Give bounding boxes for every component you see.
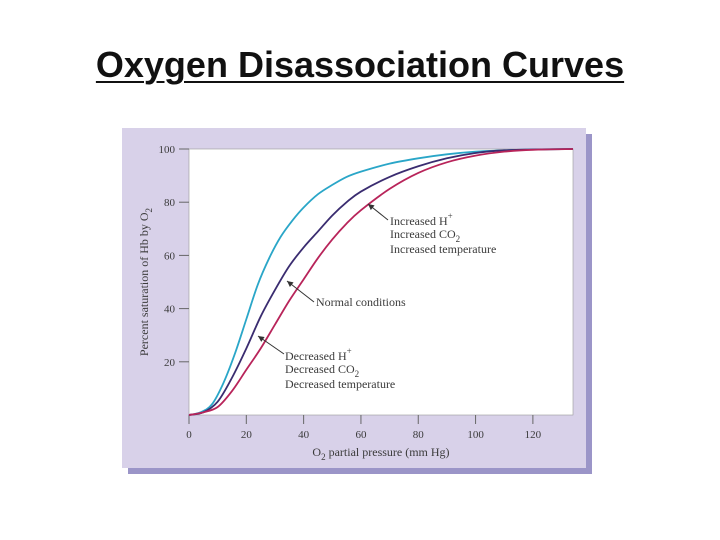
pointer-normal-head (287, 281, 294, 288)
x-tick-label: 0 (186, 429, 192, 441)
annotation-decreased-line1: Decreased H+ (285, 346, 352, 363)
y-tick-label: 60 (164, 250, 176, 262)
plot-area (188, 148, 574, 416)
pointer-increased-head (368, 204, 375, 211)
curve-right (188, 148, 574, 416)
x-axis-label: O2 partial pressure (mm Hg) (312, 445, 449, 462)
annotation-decreased-line2: Decreased CO2 (285, 362, 359, 379)
slide-title: Oxygen Disassociation Curves (95, 44, 625, 85)
pointer-decreased-head (258, 336, 265, 342)
annotation-decreased-line3: Decreased temperature (285, 377, 395, 391)
x-axis-ticks: 0 20 40 60 80 100 120 (186, 415, 542, 441)
y-tick-label: 100 (159, 144, 176, 156)
y-tick-label: 80 (164, 197, 176, 209)
x-tick-label: 120 (525, 429, 542, 441)
annotation-increased-line1: Increased H+ (390, 211, 453, 228)
annotation-pointers (257, 203, 389, 355)
x-tick-label: 60 (355, 429, 367, 441)
x-tick-label: 40 (298, 429, 310, 441)
y-tick-label: 40 (164, 304, 176, 316)
annotation-increased-line2: Increased CO2 (390, 227, 460, 244)
y-axis-label: Percent saturation of Hb by O2 (137, 208, 154, 356)
annotation-increased-line3: Increased temperature (390, 242, 496, 256)
annotation-normal: Normal conditions (316, 295, 406, 309)
chart-figure: 20 40 60 80 100 0 20 40 60 80 100 120 Increased H+… (122, 128, 592, 474)
oxygen-dissociation-chart: 20 40 60 80 100 0 20 40 60 80 100 120 Increased H+… (122, 128, 592, 474)
x-tick-label: 100 (467, 429, 484, 441)
curve-left (188, 148, 574, 416)
y-tick-label: 20 (164, 357, 176, 369)
x-tick-label: 80 (413, 429, 425, 441)
x-tick-label: 20 (241, 429, 253, 441)
curves (188, 148, 574, 416)
y-axis-ticks: 20 40 60 80 100 (159, 144, 189, 369)
curve-normal (188, 148, 574, 416)
